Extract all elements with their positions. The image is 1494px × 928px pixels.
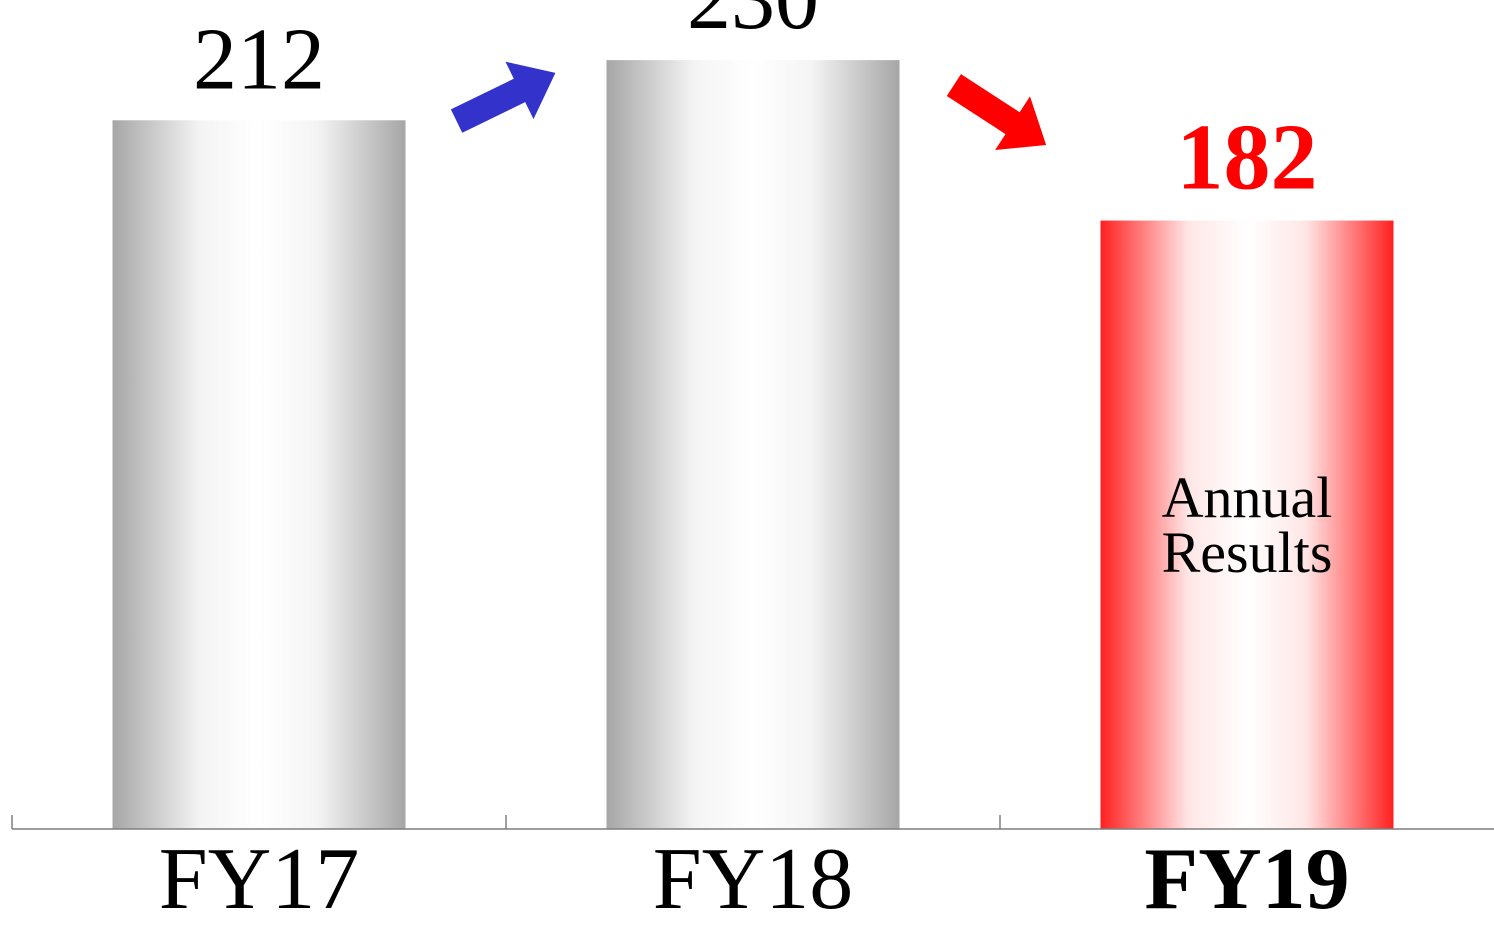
trend-arrow-down-icon (946, 74, 1047, 151)
value-label-fy18: 230 (687, 0, 819, 48)
bars-layer (112, 60, 1394, 830)
category-label-fy17: FY17 (159, 831, 360, 923)
category-label-fy18: FY18 (653, 831, 854, 923)
bar-fy18 (606, 60, 900, 830)
value-label-fy17: 212 (193, 11, 325, 108)
x-axis (11, 815, 1494, 830)
bar-fy17 (112, 120, 406, 829)
bar-fy19 (1100, 220, 1394, 830)
bar-annotation-line-1: Annual (1162, 465, 1333, 530)
arrows-layer (450, 61, 1047, 151)
bar-annotation-line-2: Results (1162, 520, 1333, 585)
trend-arrow-up-icon (450, 61, 556, 133)
value-label-fy19: 182 (1177, 106, 1318, 210)
category-label-fy19: FY19 (1144, 831, 1349, 923)
